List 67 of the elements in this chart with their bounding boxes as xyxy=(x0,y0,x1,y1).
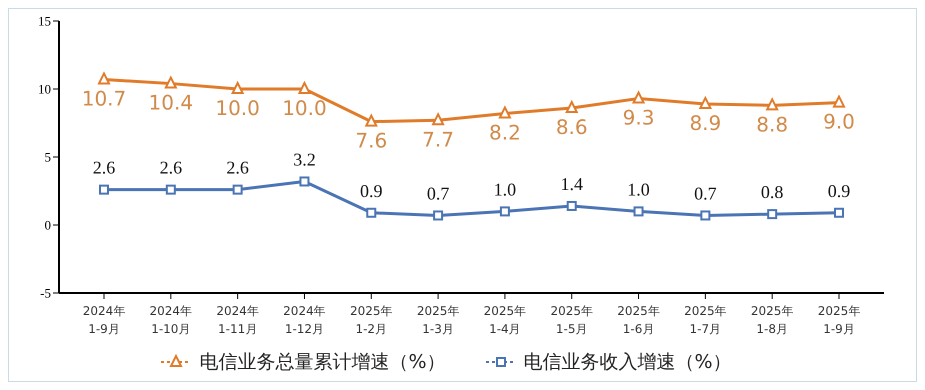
point xyxy=(433,210,444,220)
data-label: 8.9 xyxy=(689,110,722,135)
point xyxy=(298,82,310,94)
x-tick-label: 2025年 1-5月 xyxy=(550,304,593,336)
point xyxy=(432,113,444,126)
data-label: 2.6 xyxy=(226,158,249,178)
point xyxy=(566,200,577,211)
legend-label: 电信业务总量累计增速（%） xyxy=(198,350,446,375)
data-label: 10.0 xyxy=(215,96,260,120)
data-label: 1.0 xyxy=(494,179,516,200)
point xyxy=(634,206,644,216)
data-label: 0.8 xyxy=(760,182,784,202)
x-tick-label: 2025年 1-4月 xyxy=(484,304,526,336)
point xyxy=(232,184,243,195)
x-tick-label: 2024年 1-12月 xyxy=(283,304,326,336)
legend-label: 电信业务收入增速（%） xyxy=(522,350,732,375)
point xyxy=(767,209,778,220)
point xyxy=(566,101,578,114)
data-label: 2.6 xyxy=(160,158,182,178)
point xyxy=(164,76,177,89)
x-tick-label: 2025年 1-9月 xyxy=(818,304,860,336)
x-tick-label: 2024年 1-9月 xyxy=(82,304,126,336)
data-label: 8.6 xyxy=(556,115,588,140)
point xyxy=(365,114,378,127)
data-label: 7.6 xyxy=(355,128,388,153)
point xyxy=(833,96,845,108)
point xyxy=(232,82,244,94)
point xyxy=(498,106,511,118)
data-label: 10.4 xyxy=(148,90,194,115)
y-tick-label: 10 xyxy=(38,82,51,97)
data-label: 0.7 xyxy=(694,183,717,204)
data-label: 8.2 xyxy=(489,120,521,144)
data-label: 2.6 xyxy=(92,158,116,178)
y-tick-label: 5 xyxy=(44,150,51,165)
point xyxy=(299,176,310,186)
x-tick-label: 2024年 1-11月 xyxy=(216,304,259,336)
point xyxy=(98,72,110,84)
data-label: 0.7 xyxy=(426,183,450,204)
data-label: 0.9 xyxy=(828,180,850,201)
x-tick-label: 2025年 1-6月 xyxy=(617,304,660,336)
data-label: 7.7 xyxy=(422,127,454,152)
point xyxy=(632,92,645,104)
point xyxy=(366,208,376,218)
y-tick-label: 15 xyxy=(38,14,51,29)
x-tick-label: 2025年 1-3月 xyxy=(416,304,460,336)
point xyxy=(700,210,710,220)
data-label: 10.7 xyxy=(82,86,126,110)
point xyxy=(834,208,844,218)
data-label: 3.2 xyxy=(293,149,316,170)
data-label: 8.8 xyxy=(756,112,788,136)
data-label: 10.0 xyxy=(282,96,327,120)
x-tick-label: 2025年 1-2月 xyxy=(350,304,393,336)
data-label: 9.0 xyxy=(823,110,855,134)
point xyxy=(766,98,778,110)
data-label: 1.4 xyxy=(560,174,583,194)
y-tick-label: 0 xyxy=(44,218,51,233)
data-label: 0.9 xyxy=(360,180,383,201)
x-tick-label: 2025年 1-7月 xyxy=(684,304,727,336)
point xyxy=(166,184,176,195)
x-tick-label: 2024年 1-10月 xyxy=(150,304,192,336)
point xyxy=(99,184,109,195)
x-tick-label: 2025年 1-8月 xyxy=(750,304,794,336)
y-tick-label: -5 xyxy=(40,286,51,301)
point xyxy=(699,96,712,109)
point xyxy=(500,206,510,216)
data-label: 1.0 xyxy=(627,179,650,200)
data-label: 9.3 xyxy=(622,106,654,130)
